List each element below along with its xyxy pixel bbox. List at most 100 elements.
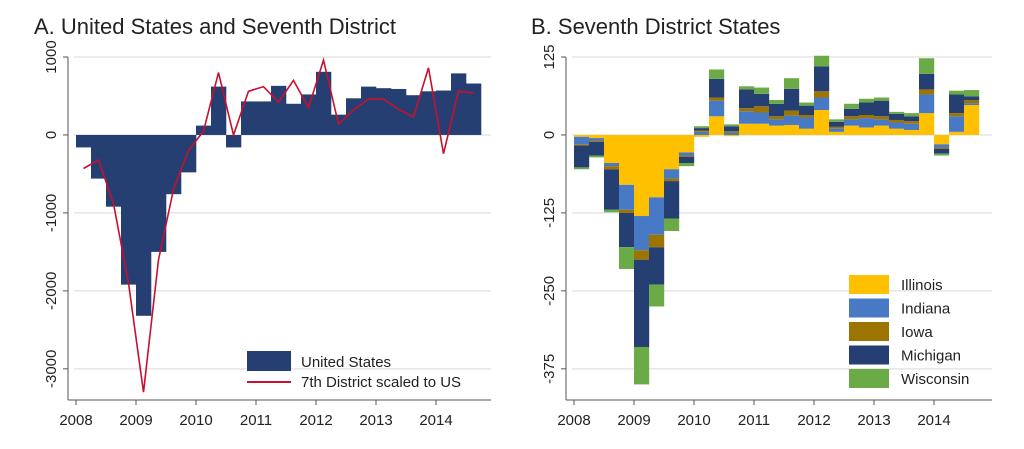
chart-b-bar-indiana-2009-q3: [664, 169, 680, 179]
chart-b-bar-wisconsin-2008-q2: [589, 155, 605, 158]
chart-b-bar-michigan-2009-q3: [664, 181, 680, 219]
chart-b-bar-illinois-2012-q3: [844, 125, 860, 135]
chart-a-legend-swatch-us: [247, 351, 291, 371]
chart-a-bar-2009-q4: [181, 134, 197, 173]
chart-b-bar-indiana-2013-q4: [919, 94, 935, 114]
chart-b-bar-illinois-2009-q2: [649, 134, 665, 198]
chart-b-bar-wisconsin-2014-q2: [949, 90, 965, 95]
chart-b-bar-iowa-2012-q4: [859, 114, 875, 119]
chart-b-bar-michigan-2009-q1: [634, 259, 650, 347]
chart-b-bar-indiana-2010-q1: [694, 131, 710, 135]
chart-b-bar-michigan-2008-q2: [589, 141, 605, 156]
chart-b-bar-michigan-2014-q2: [949, 94, 965, 114]
chart-b-bar-michigan-2010-q3: [724, 126, 740, 132]
chart-a-x-tick-label: 2014: [419, 412, 452, 429]
chart-b-bar-illinois-2014-q1: [934, 134, 950, 145]
chart-b-bar-iowa-2009-q4: [679, 155, 695, 157]
chart-a-x-tick-label: 2010: [179, 412, 212, 429]
chart-a-title: A. United States and Seventh District: [34, 14, 396, 39]
chart-b-y-tick-label: 0: [541, 131, 558, 139]
chart-b-bar-indiana-2009-q1: [634, 216, 650, 251]
chart-a-line-7th-district: [83, 57, 474, 393]
chart-b-bar-wisconsin-2010-q2: [709, 69, 725, 79]
chart-b-legend-swatch-wisconsin: [849, 369, 889, 388]
chart-b-bar-michigan-2012-q3: [844, 108, 860, 117]
chart-b-bar-iowa-2013-q1: [874, 116, 890, 120]
chart-b-bar-wisconsin-2011-q3: [784, 78, 800, 89]
chart-b-bar-illinois-2013-q1: [874, 125, 890, 135]
chart-b-bar-illinois-2013-q2: [889, 128, 905, 135]
chart-a-x-tick-label: 2011: [240, 412, 272, 429]
chart-b-bar-indiana-2008-q1: [574, 136, 590, 145]
chart-a-bar-2011-q3: [286, 103, 302, 135]
chart-b-bar-wisconsin-2010-q1: [694, 126, 710, 129]
chart-a-bar-2009-q3: [166, 134, 182, 195]
chart-b-bar-illinois-2012-q2: [829, 131, 845, 135]
chart-b-bar-michigan-2008-q1: [574, 145, 590, 168]
chart-b-bar-wisconsin-2011-q4: [799, 102, 815, 106]
chart-b-bar-indiana-2010-q2: [709, 100, 725, 117]
chart-b-bar-indiana-2014-q1: [934, 144, 950, 148]
chart-b-x-tick-label: 2008: [557, 412, 590, 429]
chart-b-bar-indiana-2012-q4: [859, 118, 875, 128]
chart-b-bar-michigan-2010-q4: [739, 89, 755, 109]
chart-b-bar-michigan-2009-q2: [649, 247, 665, 285]
chart-b-bar-indiana-2011-q3: [784, 115, 800, 125]
chart-b-bar-michigan-2013-q1: [874, 100, 890, 117]
chart-b-bar-iowa-2009-q2: [649, 234, 665, 248]
chart-b-legend-label-michigan: Michigan: [901, 348, 961, 365]
chart-b-legend-swatch-illinois: [849, 275, 889, 294]
chart-b-bar-illinois-2010-q2: [709, 116, 725, 135]
chart-b-bar-michigan-2009-q4: [679, 156, 695, 164]
chart-b-bar-illinois-2010-q1: [694, 134, 710, 137]
chart-b-bar-michigan-2011-q3: [784, 88, 800, 111]
chart-b-bar-iowa-2010-q3: [724, 131, 740, 133]
chart-a-bar-2008-q4: [121, 134, 137, 285]
chart-b-bar-illinois-2013-q3: [904, 129, 920, 135]
chart-b-bar-iowa-2012-q1: [814, 91, 830, 98]
chart-b-bar-iowa-2011-q4: [799, 114, 815, 118]
chart-b-bar-iowa-2008-q1: [574, 144, 590, 146]
chart-b-bar-iowa-2011-q1: [754, 106, 770, 113]
chart-b-bar-wisconsin-2008-q3: [604, 209, 620, 213]
chart-b-bar-wisconsin-2014-q1: [934, 153, 950, 156]
chart-b-bar-wisconsin-2008-q1: [574, 167, 590, 170]
chart-b-bar-iowa-2014-q2: [949, 113, 965, 117]
chart-b-bar-wisconsin-2009-q1: [634, 346, 650, 385]
chart-b-y-tick-label: -125: [541, 198, 558, 228]
chart-b-bar-indiana-2009-q4: [679, 152, 695, 156]
chart-a-x-tick-label: 2012: [299, 412, 332, 429]
chart-b-bar-michigan-2014-q3: [964, 96, 980, 101]
chart-a-bar-2010-q4: [241, 101, 257, 135]
chart-b-bar-wisconsin-2013-q2: [889, 111, 905, 114]
chart-b-bar-wisconsin-2014-q3: [964, 90, 980, 97]
chart-a-bar-2009-q1: [136, 134, 152, 316]
chart-b-bar-illinois-2009-q4: [679, 134, 695, 153]
chart-b-bar-indiana-2011-q1: [754, 112, 770, 124]
chart-a-bar-2013-q2: [391, 88, 407, 135]
chart-b-bar-iowa-2009-q3: [664, 178, 680, 182]
chart-b-bar-illinois-2010-q4: [739, 123, 755, 135]
chart-b-bar-illinois-2010-q3: [724, 134, 740, 137]
chart-b-bar-iowa-2012-q3: [844, 116, 860, 120]
chart-b-bar-indiana-2012-q3: [844, 119, 860, 126]
chart-b-bar-indiana-2014-q3: [964, 103, 980, 106]
chart-b-bar-wisconsin-2013-q1: [874, 97, 890, 101]
chart-b-bar-iowa-2013-q2: [889, 119, 905, 123]
chart-b-legend-label-indiana: Indiana: [901, 301, 951, 318]
chart-b-bar-illinois-2011-q4: [799, 128, 815, 135]
chart-b-bar-wisconsin-2011-q1: [754, 87, 770, 94]
chart-b-bar-iowa-2009-q1: [634, 250, 650, 260]
chart-b-title: B. Seventh District States: [531, 14, 781, 39]
chart-a-bar-2008-q3: [106, 134, 122, 207]
chart-a-bar-2014-q3: [466, 83, 482, 135]
chart-a-bar-2012-q1: [316, 71, 332, 135]
chart-b-bar-illinois-2011-q2: [769, 125, 785, 135]
chart-a-x-tick-label: 2008: [59, 412, 92, 429]
chart-b-bar-indiana-2012-q1: [814, 97, 830, 111]
chart-b-bar-wisconsin-2009-q3: [664, 218, 680, 231]
chart-b-bar-indiana-2008-q3: [604, 163, 620, 167]
chart-b-bar-indiana-2011-q2: [769, 119, 785, 126]
chart-b-bar-indiana-2013-q1: [874, 119, 890, 126]
